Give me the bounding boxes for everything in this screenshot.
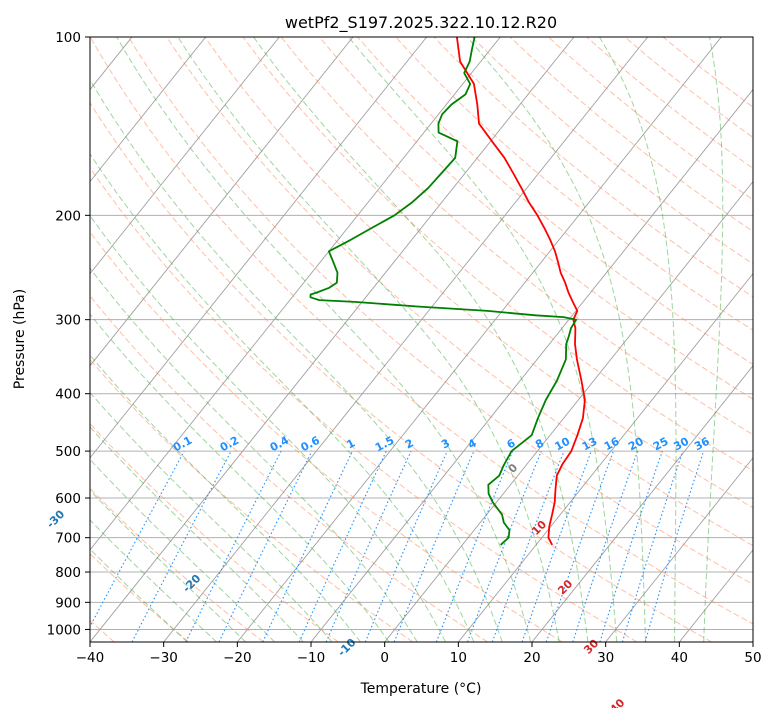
y-tick-label: 900 xyxy=(55,595,81,611)
moist-adiabat-line xyxy=(90,214,446,642)
isotherm-line xyxy=(90,37,501,551)
isotherm-line xyxy=(531,365,753,642)
moist-adiabat-line xyxy=(90,153,475,642)
dry-adiabat-line xyxy=(90,37,753,625)
x-tick-label: 20 xyxy=(523,650,540,666)
moist-adiabat-line xyxy=(599,37,677,642)
gridlines xyxy=(90,37,753,642)
x-tick-label: 50 xyxy=(744,650,761,666)
chart-title: wetPf2_S197.2025.322.10.12.R20 xyxy=(285,13,557,33)
mixing-ratio-label: 36 xyxy=(692,435,712,454)
x-tick-label: −10 xyxy=(297,650,326,666)
mixing-ratio-line xyxy=(521,450,592,642)
isotherm-line xyxy=(163,37,649,642)
mixing-ratio-label: 30 xyxy=(671,435,691,454)
dry-adiabat-line xyxy=(204,37,753,509)
y-tick-label: 100 xyxy=(55,30,81,46)
dewpoint-profile-line xyxy=(309,37,578,546)
y-tick-label: 700 xyxy=(55,531,81,547)
mixing-ratio-label: 10 xyxy=(553,435,573,454)
mixing-ratio-line xyxy=(545,450,614,642)
moist-adiabat-line xyxy=(90,458,275,642)
mixing-ratio-label: 25 xyxy=(651,435,671,454)
isotherm-line xyxy=(457,272,753,642)
mixing-ratio-line xyxy=(325,450,412,642)
x-tick-label: −40 xyxy=(76,650,105,666)
x-axis-label: Temperature (°C) xyxy=(360,681,482,697)
mixing-ratio-line xyxy=(393,450,475,642)
dry-adiabat-line xyxy=(586,37,753,169)
y-tick-label: 600 xyxy=(55,491,81,507)
mixing-ratio-line xyxy=(262,450,353,642)
series xyxy=(309,37,586,546)
moist-adiabat-line xyxy=(253,37,589,642)
x-tick-label: 30 xyxy=(597,650,614,666)
moist-adiabat-line xyxy=(90,267,418,642)
mixing-ratio-line xyxy=(599,450,663,642)
y-tick-label: 1000 xyxy=(47,622,81,638)
moist-adiabat-line xyxy=(466,37,647,642)
dry-adiabat-line xyxy=(90,294,488,642)
dry-adiabat-line xyxy=(319,37,753,400)
moist-adiabat-line xyxy=(90,313,390,642)
isotherm-line xyxy=(236,37,722,642)
moist-adiabat-line xyxy=(90,391,333,642)
moist-adiabat-line xyxy=(116,37,532,642)
isotherm-line xyxy=(310,88,753,642)
moist-adiabat-line xyxy=(90,78,503,642)
mixing-ratio-line xyxy=(298,450,387,642)
isotherm-line xyxy=(90,37,354,367)
y-tick-label: 800 xyxy=(55,565,81,581)
dry-adiabat-line xyxy=(90,166,638,642)
moist-adiabat-line xyxy=(177,37,560,642)
isotherm-line xyxy=(90,37,428,459)
x-tick-label: −30 xyxy=(149,650,178,666)
x-tick-label: 0 xyxy=(380,650,389,666)
y-tick-label: 200 xyxy=(55,208,81,224)
mixing-ratio-label: 13 xyxy=(580,435,600,454)
dry-adiabat-line xyxy=(548,37,753,201)
isotherm-line xyxy=(384,180,753,642)
mixing-ratio-line xyxy=(218,450,313,642)
isotherm-line xyxy=(90,37,575,642)
y-tick-label: 300 xyxy=(55,313,81,329)
dry-adiabat-line xyxy=(128,37,753,585)
y-tick-label: 400 xyxy=(55,387,81,403)
dry-adiabat-line xyxy=(357,37,753,365)
mixing-ratio-line xyxy=(364,450,448,642)
x-tick-label: 10 xyxy=(450,650,467,666)
ticks: −40 −30 −20 −10 0 10 20 30 40 50 100 200 300 400 500 60… xyxy=(47,30,762,666)
temperature-profile-line xyxy=(456,37,586,546)
dry-adiabat-line xyxy=(242,37,753,472)
isotherm-line xyxy=(605,457,753,642)
mixing-ratio-line xyxy=(90,450,185,628)
x-tick-label: −20 xyxy=(223,650,252,666)
moist-adiabat-label: 40 xyxy=(607,696,627,708)
mixing-ratio-line xyxy=(572,450,639,642)
mixing-ratio-line xyxy=(644,450,705,642)
mixing-ratio-line xyxy=(621,450,684,642)
mixing-ratio-label: 20 xyxy=(626,435,646,454)
isotherm-line xyxy=(90,37,207,183)
dry-adiabat-line xyxy=(90,487,264,642)
y-axis-label: Pressure (hPa) xyxy=(12,289,28,389)
dry-adiabat-line xyxy=(90,101,712,642)
dry-adiabat-line xyxy=(166,37,753,547)
dry-adiabat-line xyxy=(90,231,563,642)
dry-adiabat-line xyxy=(433,37,753,298)
dry-adiabat-line xyxy=(471,37,753,265)
moist-adiabat-line xyxy=(703,37,724,642)
x-tick-label: 40 xyxy=(671,650,688,666)
dry-adiabat-line xyxy=(90,422,339,642)
mixing-ratio-label: 16 xyxy=(602,435,622,454)
moist-adiabat-line xyxy=(90,426,304,642)
y-tick-label: 500 xyxy=(55,444,81,460)
moist-adiabat-line xyxy=(90,354,361,642)
dry-adiabat-line xyxy=(280,37,753,436)
plot-frame xyxy=(89,36,754,643)
dry-adiabat-line xyxy=(509,37,753,233)
